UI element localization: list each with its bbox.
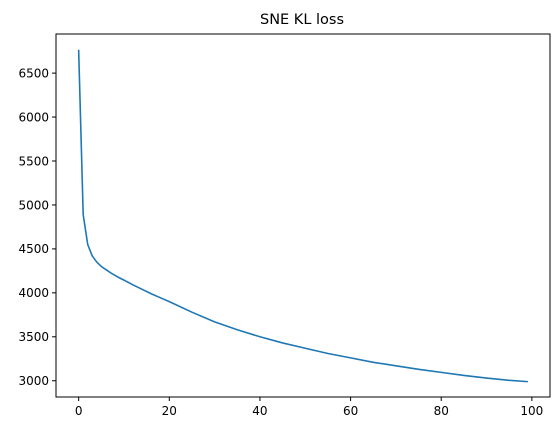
y-tick-label: 5500 (18, 154, 49, 168)
y-tick-label: 5000 (18, 198, 49, 212)
y-tick-label: 3000 (18, 374, 49, 388)
y-tick-label: 4500 (18, 242, 49, 256)
x-axis: 0 20 40 60 80 100 (75, 397, 543, 418)
x-tick-label: 80 (434, 404, 449, 418)
y-axis: 3000 3500 4000 4500 5000 5500 6000 6500 (18, 66, 56, 388)
axes-frame (55, 33, 551, 398)
y-tick-label: 6000 (18, 110, 49, 124)
y-tick-label: 3500 (18, 330, 49, 344)
series-line-0 (77, 49, 529, 383)
x-tick-label: 0 (75, 404, 83, 418)
y-tick-label: 6500 (18, 66, 49, 80)
plot-area (55, 33, 551, 398)
x-tick-label: 100 (520, 404, 543, 418)
x-tick-label: 20 (162, 404, 177, 418)
chart-title: SNE KL loss (260, 12, 344, 28)
x-tick-label: 60 (343, 404, 358, 418)
y-tick-label: 4000 (18, 286, 49, 300)
x-tick-label: 40 (252, 404, 267, 418)
